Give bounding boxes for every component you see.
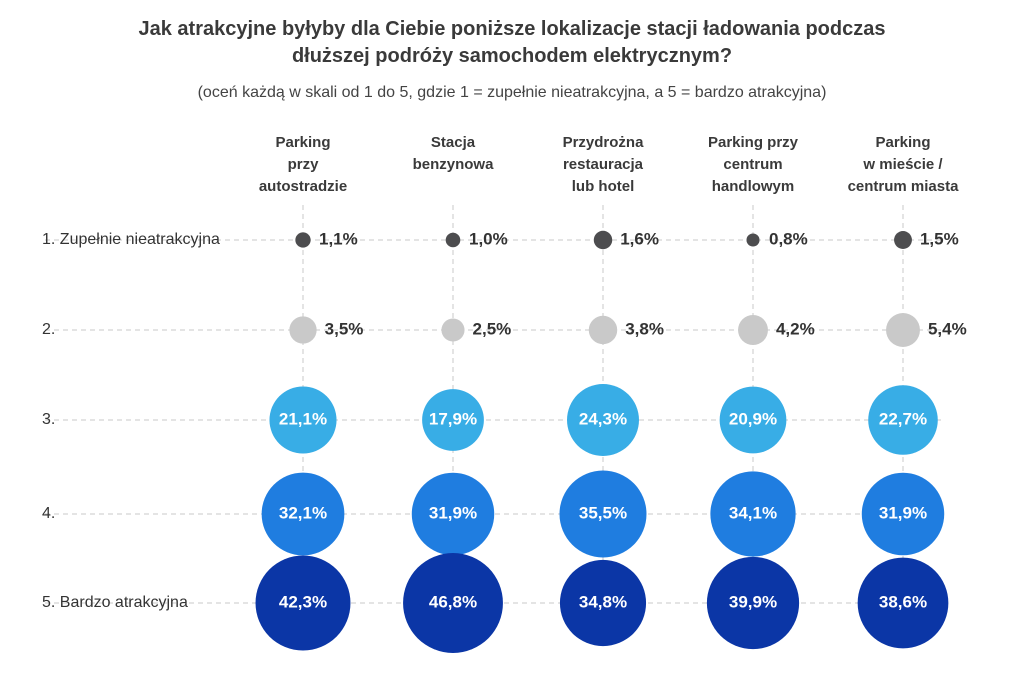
- bubble: [445, 232, 461, 248]
- column-label: Parking przy autostradzie: [258, 134, 348, 195]
- bubble: [857, 557, 949, 649]
- value-label: 3,8%: [625, 319, 664, 338]
- value-label: 31,9%: [879, 503, 927, 522]
- bubble: [868, 385, 938, 455]
- bubble: [886, 313, 920, 347]
- bubble: [559, 470, 647, 558]
- bubble: [441, 318, 465, 342]
- value-label: 38,6%: [879, 592, 927, 611]
- bubble: [706, 556, 800, 650]
- bubble: [295, 232, 311, 248]
- row-label: 2.: [42, 321, 55, 338]
- row-label: 3.: [42, 411, 55, 428]
- row-label: 4.: [42, 505, 55, 522]
- value-label: 34,8%: [579, 592, 627, 611]
- bubble: [269, 386, 337, 454]
- chart-subtitle: (oceń każdą w skali od 1 do 5, gdzie 1 =…: [197, 84, 827, 101]
- value-label: 22,7%: [879, 409, 927, 428]
- bubble: [559, 559, 647, 647]
- bubble: [289, 316, 317, 344]
- bubble: [567, 384, 639, 456]
- value-label: 0,8%: [769, 229, 808, 248]
- value-label: 31,9%: [429, 503, 477, 522]
- value-label: 1,0%: [469, 229, 508, 248]
- value-label: 1,1%: [319, 229, 358, 248]
- value-label: 42,3%: [279, 592, 327, 611]
- value-label: 1,6%: [620, 229, 659, 248]
- bubble: [738, 315, 768, 345]
- bubble: [255, 555, 351, 651]
- value-label: 35,5%: [579, 503, 627, 522]
- row-label: 5. Bardzo atrakcyjna: [42, 594, 188, 611]
- column-label: Stacja benzynowa: [412, 134, 494, 173]
- value-label: 34,1%: [729, 503, 777, 522]
- bubble: [894, 231, 912, 249]
- value-label: 17,9%: [429, 409, 477, 428]
- bubble: [411, 472, 495, 556]
- column-label: Parking przy centrum handlowym: [707, 134, 799, 195]
- bubble: [422, 389, 484, 451]
- bubble: [746, 233, 760, 247]
- value-label: 46,8%: [429, 592, 477, 611]
- bubble: [710, 471, 796, 557]
- bubble: [403, 553, 503, 653]
- value-label: 2,5%: [473, 319, 512, 338]
- bubble: [593, 230, 613, 250]
- value-label: 24,3%: [579, 409, 627, 428]
- bubble: [719, 386, 787, 454]
- bubble: [261, 472, 345, 556]
- value-label: 5,4%: [928, 319, 967, 338]
- value-label: 20,9%: [729, 409, 777, 428]
- bubble: [588, 315, 618, 345]
- column-label: Parking w mieście / centrum miasta: [847, 134, 959, 195]
- value-label: 39,9%: [729, 592, 777, 611]
- value-label: 4,2%: [776, 319, 815, 338]
- value-label: 3,5%: [325, 319, 364, 338]
- chart-title: Jak atrakcyjne byłyby dla Ciebie poniższ…: [138, 18, 886, 67]
- value-label: 21,1%: [279, 409, 327, 428]
- bubble: [861, 472, 945, 556]
- column-label: Przydrożna restauracja lub hotel: [562, 134, 644, 195]
- value-label: 32,1%: [279, 503, 327, 522]
- value-label: 1,5%: [920, 229, 959, 248]
- row-label: 1. Zupełnie nieatrakcyjna: [42, 231, 220, 248]
